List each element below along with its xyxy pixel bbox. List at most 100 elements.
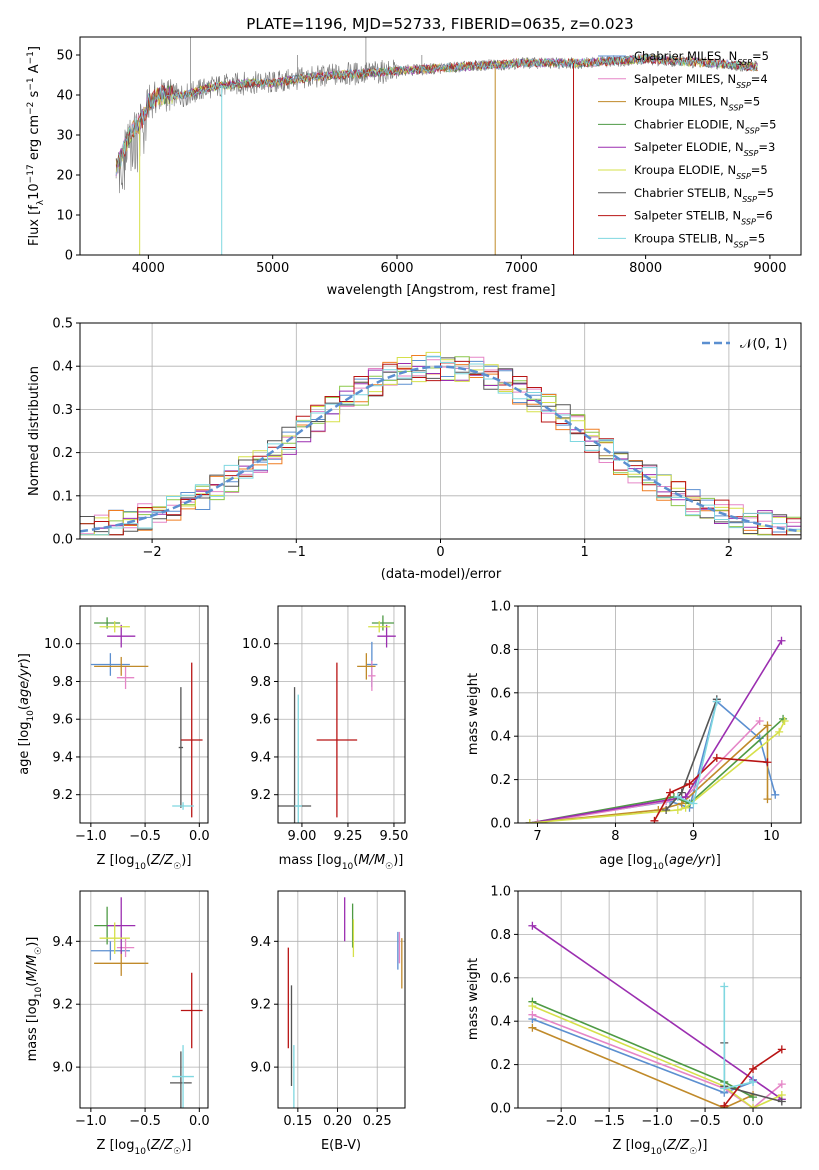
x-tick-label: −0.5: [689, 1114, 721, 1129]
y-tick-label: 30: [56, 129, 73, 144]
legend-entry-name: Salpeter ELODIE, N: [634, 140, 744, 154]
weight-point-marker: [677, 788, 686, 797]
legend-entry: Chabrier ELODIE, NSSP=5: [634, 117, 776, 135]
y-tick-label: 9.6: [250, 713, 271, 728]
label-part: ☉: [34, 947, 44, 955]
weight-series-line: [532, 1026, 754, 1108]
weight-point-marker: [533, 819, 542, 823]
label-part: mass weight: [466, 958, 481, 1040]
x-tick-label: −1.0: [75, 829, 107, 844]
x-tick-label: −1.5: [593, 1114, 625, 1129]
weight-point-marker: [763, 795, 772, 804]
weight-point-marker: [666, 788, 675, 797]
x-tick-label: 4000: [132, 261, 165, 276]
x-tick-label: 7: [533, 829, 541, 844]
x-tick-label: 0: [436, 545, 444, 560]
label-part: E(B-V): [321, 1138, 361, 1153]
weight-z-y-label: mass weight: [466, 958, 481, 1040]
legend-entry-name: Kroupa STELIB, N: [634, 231, 734, 245]
weight-point-marker: [720, 982, 729, 991]
panel-age-z: −1.0 −0.5 0.09.29.49.69.810.0Z [log10(Z/Z☉…: [17, 605, 210, 872]
label-part: λ: [36, 199, 46, 205]
x-tick-label: 0.0: [189, 829, 210, 844]
label-part: )]: [25, 937, 40, 947]
x-tick-label: 1: [581, 545, 589, 560]
legend-entry-count: =6: [756, 209, 773, 223]
weight-point-marker: [528, 921, 537, 930]
panel-age-mass: 9.00 9.25 9.50 9.2 9.4 9.6 9.8 10.0 mass [log10(…: [242, 605, 408, 872]
legend-entry: Salpeter MILES, NSSP=4: [634, 72, 768, 90]
y-tick-label: 1.0: [490, 885, 511, 900]
legend-entry-sub: SSP: [741, 217, 756, 226]
y-tick-label: 0.4: [490, 730, 511, 745]
histogram-step: [80, 355, 801, 536]
weight-point-marker: [763, 758, 772, 767]
label-part: )]: [181, 853, 191, 868]
x-tick-label: 2: [725, 545, 733, 560]
y-tick-label: 9.2: [250, 788, 271, 803]
axes-frame: [79, 36, 802, 256]
plot-area: [115, 37, 758, 255]
label-part: −2: [26, 102, 36, 115]
weight-point-marker: [749, 1104, 758, 1108]
weight-point-marker: [689, 799, 698, 808]
x-tick-label: 0.0: [189, 1114, 210, 1129]
y-tick-label: 0.2: [52, 446, 73, 461]
axes-frame: [79, 890, 209, 1109]
legend-entry-name: Chabrier MILES, N: [634, 49, 737, 63]
label-part: 10: [134, 1147, 146, 1157]
label-part: )]: [697, 1138, 707, 1153]
x-tick-label: 0.20: [323, 1114, 352, 1129]
y-tick-label: 9.4: [52, 935, 73, 950]
y-tick-label: 1.0: [490, 600, 511, 615]
legend-entry-name: Kroupa MILES, N: [634, 95, 729, 109]
y-tick-label: 0.8: [490, 928, 511, 943]
y-tick-label: 0.4: [52, 360, 73, 375]
age-z-y-label: age [log10(age/yr)]: [17, 653, 36, 775]
label-part: mass weight: [466, 673, 481, 755]
y-tick-label: 0.0: [52, 533, 73, 548]
label-part: )]: [393, 853, 403, 868]
label-part: mass [log: [279, 853, 342, 868]
legend-entry: Kroupa ELODIE, NSSP=5: [634, 163, 768, 181]
label-part: 10: [27, 183, 42, 200]
plot-area: [80, 351, 801, 536]
weight-point-marker: [685, 779, 694, 788]
x-tick-label: 5000: [256, 261, 289, 276]
legend-entry-count: =3: [758, 140, 775, 154]
weight-age-x-label: age [log10(age/yr)]: [599, 853, 721, 872]
y-tick-label: 0.3: [52, 403, 73, 418]
label-part: 10: [34, 986, 44, 998]
y-tick-label: 0.0: [490, 817, 511, 832]
weight-point-marker: [712, 753, 721, 762]
label-part: −1: [26, 77, 36, 90]
label-part: (: [146, 853, 151, 868]
label-part: (: [25, 982, 40, 987]
y-tick-label: 10: [56, 209, 73, 224]
label-part: M/M: [358, 853, 385, 868]
weight-point-marker: [771, 790, 780, 799]
y-tick-label: 40: [56, 89, 73, 104]
label-part: Z [log: [613, 1138, 651, 1153]
y-tick-label: 0.0: [490, 1102, 511, 1117]
y-tick-label: 9.4: [250, 935, 271, 950]
x-tick-label: 6000: [380, 261, 413, 276]
label-part: (: [662, 1138, 667, 1153]
label-part: −1: [26, 51, 36, 64]
legend-entry-sub: SSP: [737, 58, 752, 67]
legend-entry-name: Kroupa ELODIE, N: [634, 163, 736, 177]
plot-area: [90, 617, 203, 818]
x-tick-label: −1: [287, 545, 306, 560]
label-part: 10: [342, 862, 354, 872]
label-part: mass [log: [25, 998, 40, 1061]
label-part: )]: [181, 1138, 191, 1153]
legend-entry-name: Chabrier STELIB, N: [634, 186, 742, 200]
weight-point-marker: [749, 1064, 758, 1073]
label-part: age/yr: [17, 662, 32, 705]
label-part: age [log: [17, 722, 32, 775]
y-tick-label: 9.0: [52, 1061, 73, 1076]
age-z-x-label: Z [log10(Z/Z☉)]: [97, 853, 192, 872]
y-tick-label: 0.1: [52, 489, 73, 504]
plot-area: [287, 897, 403, 1108]
